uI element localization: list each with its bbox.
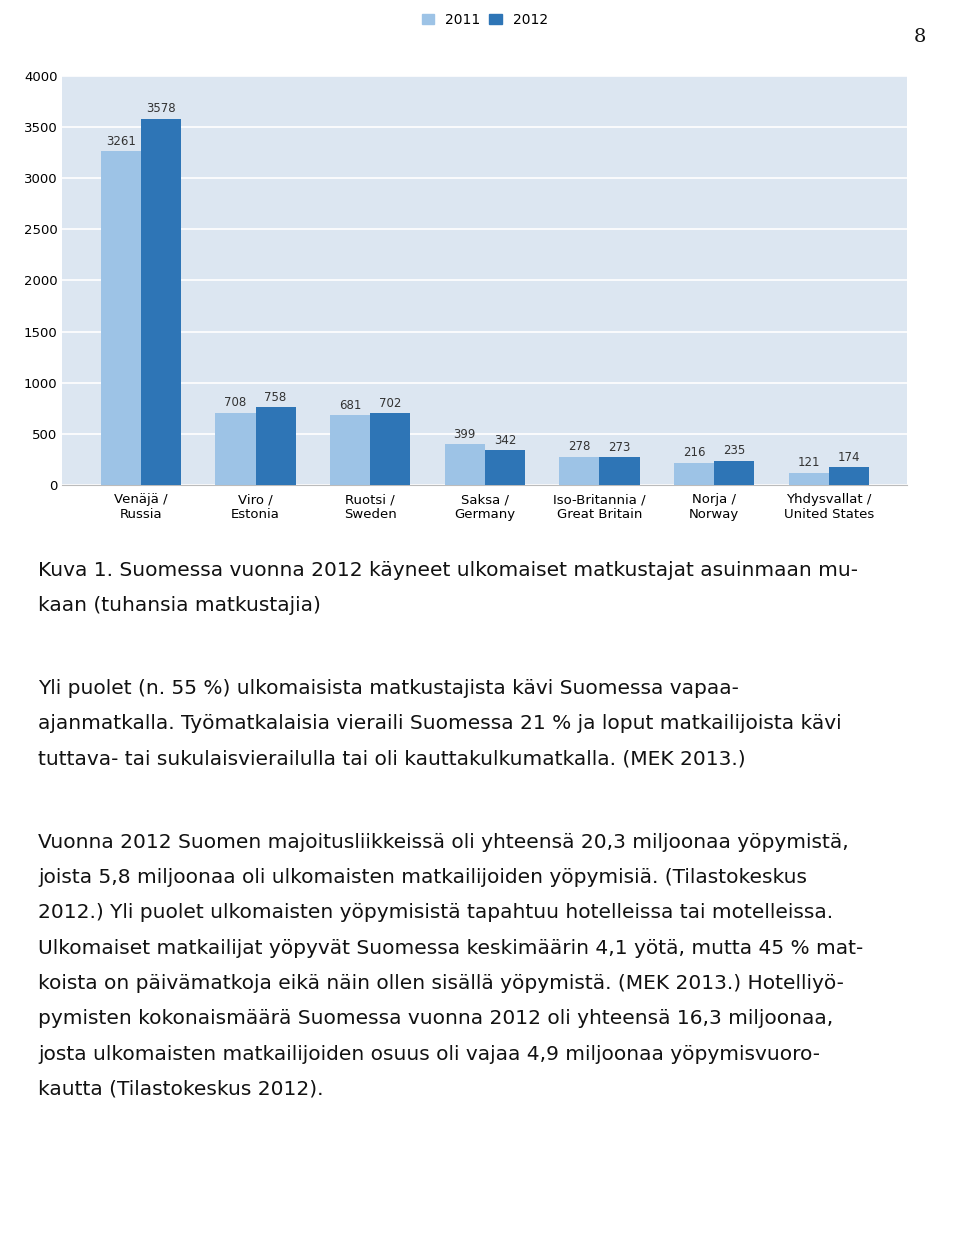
Text: 681: 681 — [339, 399, 361, 412]
Bar — [788, 472, 828, 485]
Text: Yli puolet (n. 55 %) ulkomaisista matkustajista kävi Suomessa vapaa-: Yli puolet (n. 55 %) ulkomaisista matkus… — [38, 679, 739, 698]
Text: 342: 342 — [493, 433, 516, 446]
Bar — [141, 118, 181, 485]
Text: ajanmatkalla. Työmatkalaisia vieraili Suomessa 21 % ja loput matkailijoista kävi: ajanmatkalla. Työmatkalaisia vieraili Su… — [38, 714, 842, 733]
Text: tuttava- tai sukulaisvierailulla tai oli kauttakulkumatkalla. (MEK 2013.): tuttava- tai sukulaisvierailulla tai oli… — [38, 750, 746, 769]
Text: 399: 399 — [453, 427, 476, 441]
Legend: 2011, 2012: 2011, 2012 — [418, 9, 552, 32]
Text: 702: 702 — [379, 397, 401, 410]
Bar — [101, 151, 141, 485]
Bar — [485, 450, 525, 485]
Bar — [560, 456, 599, 485]
Bar — [371, 413, 410, 485]
Text: kautta (Tilastokeskus 2012).: kautta (Tilastokeskus 2012). — [38, 1080, 324, 1099]
Text: 3578: 3578 — [146, 102, 176, 115]
Text: 3261: 3261 — [106, 135, 135, 147]
Bar — [444, 445, 485, 485]
Text: koista on päivämatkoja eikä näin ollen sisällä yöpymistä. (MEK 2013.) Hotelliyö-: koista on päivämatkoja eikä näin ollen s… — [38, 974, 844, 993]
Bar — [599, 457, 639, 485]
Text: 235: 235 — [723, 445, 745, 457]
Bar — [330, 416, 371, 485]
Text: joista 5,8 miljoonaa oli ulkomaisten matkailijoiden yöpymisiä. (Tilastokeskus: joista 5,8 miljoonaa oli ulkomaisten mat… — [38, 868, 807, 887]
Text: 278: 278 — [568, 440, 590, 454]
Text: Kuva 1. Suomessa vuonna 2012 käyneet ulkomaiset matkustajat asuinmaan mu-: Kuva 1. Suomessa vuonna 2012 käyneet ulk… — [38, 561, 858, 580]
Bar — [828, 467, 869, 485]
Text: 2012.) Yli puolet ulkomaisten yöpymisistä tapahtuu hotelleissa tai motelleissa.: 2012.) Yli puolet ulkomaisten yöpymisist… — [38, 903, 833, 922]
Text: 174: 174 — [837, 451, 860, 464]
Bar — [714, 461, 755, 485]
Text: 758: 758 — [265, 391, 287, 404]
Text: Vuonna 2012 Suomen majoitusliikkeissä oli yhteensä 20,3 miljoonaa yöpymistä,: Vuonna 2012 Suomen majoitusliikkeissä ol… — [38, 833, 850, 852]
Text: 121: 121 — [798, 456, 820, 469]
Text: Ulkomaiset matkailijat yöpyvät Suomessa keskimäärin 4,1 yötä, mutta 45 % mat-: Ulkomaiset matkailijat yöpyvät Suomessa … — [38, 939, 864, 958]
Text: josta ulkomaisten matkailijoiden osuus oli vajaa 4,9 miljoonaa yöpymisvuoro-: josta ulkomaisten matkailijoiden osuus o… — [38, 1045, 821, 1063]
Text: kaan (tuhansia matkustajia): kaan (tuhansia matkustajia) — [38, 596, 322, 615]
Bar — [215, 412, 255, 485]
Text: pymisten kokonaismäärä Suomessa vuonna 2012 oli yhteensä 16,3 miljoonaa,: pymisten kokonaismäärä Suomessa vuonna 2… — [38, 1009, 833, 1028]
Text: 8: 8 — [914, 28, 926, 45]
Text: 708: 708 — [225, 396, 247, 410]
Text: 273: 273 — [609, 441, 631, 454]
Bar — [255, 407, 296, 485]
Text: 216: 216 — [683, 446, 706, 460]
Bar — [674, 462, 714, 485]
